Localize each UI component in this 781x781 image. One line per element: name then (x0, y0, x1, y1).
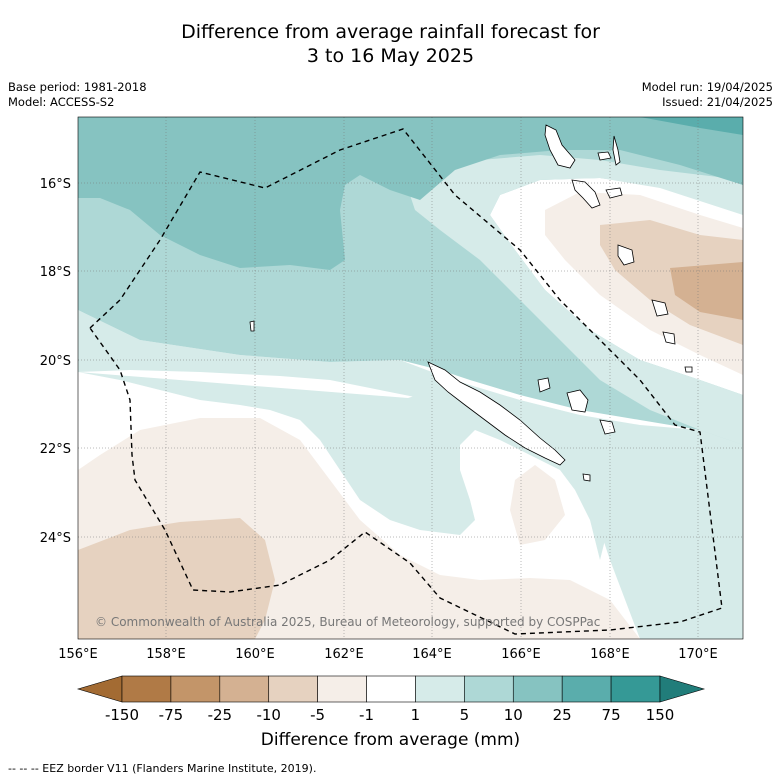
lat-label: 22°S (40, 442, 71, 457)
lat-label: 16°S (40, 177, 71, 192)
efate (617, 244, 635, 266)
colorbar-tick-label: 75 (602, 706, 621, 724)
colorbar-tick-label: 10 (504, 706, 523, 724)
colorbar-extend-low (76, 675, 123, 703)
chesterfield (249, 320, 255, 332)
mare (599, 419, 616, 435)
title-line-1: Difference from average rainfall forecas… (181, 21, 600, 43)
dry-patch-south (510, 465, 565, 545)
colorbar-tick-label: -10 (256, 706, 281, 724)
ouvea (537, 377, 551, 393)
colorbar-segment (268, 675, 318, 703)
islands (249, 124, 693, 482)
dry-east-strong (670, 262, 743, 320)
tanna (662, 331, 676, 345)
wet-stronger-corner (640, 117, 743, 135)
colorbar-segment (317, 675, 367, 703)
erromango (651, 299, 669, 317)
metadata-left: Base period: 1981-2018 Model: ACCESS-S2 (8, 80, 147, 110)
colorbar-ticks: -150 -75 -25 -10 -5 -1 1 5 10 25 75 150 (105, 706, 674, 724)
colorbar-label: Difference from average (mm) (260, 730, 521, 750)
colorbar-tick-label: 150 (646, 706, 675, 724)
lat-label: 20°S (40, 354, 71, 369)
colorbar-segment (219, 675, 270, 703)
colorbar-segment (121, 675, 172, 703)
wet-light-band-2 (78, 372, 615, 560)
eez-footer-note: -- -- -- EEZ border V11 (Flanders Marine… (8, 762, 317, 775)
chart-title: Difference from average rainfall forecas… (0, 20, 781, 68)
lon-label: 164°E (412, 647, 452, 662)
lon-labels: 156°E 158°E 160°E 162°E 164°E 166°E 168°… (58, 647, 718, 662)
lat-label: 24°S (40, 531, 71, 546)
colorbar-tick-label: -5 (310, 706, 325, 724)
lifou (566, 389, 589, 413)
colorbar (76, 675, 706, 703)
eez-border (89, 128, 723, 635)
colorbar-tick-label: -1 (359, 706, 374, 724)
colorbar-segment (415, 675, 465, 703)
model-run: Model run: 19/04/2025 (641, 80, 773, 94)
map-fill-layers (78, 117, 743, 639)
colorbar-segment (366, 675, 416, 703)
colorbar-segment (561, 675, 612, 703)
isle-of-pines (582, 473, 591, 482)
new-caledonia (427, 361, 566, 466)
issued-date: Issued: 21/04/2025 (662, 95, 773, 109)
lat-label: 18°S (40, 265, 71, 280)
colorbar-tick-label: -150 (105, 706, 139, 724)
lon-label: 156°E (58, 647, 98, 662)
lon-label: 158°E (146, 647, 186, 662)
colorbar-tick-label: 25 (553, 706, 572, 724)
colorbar-segment (610, 675, 661, 703)
colorbar-tick-label: -25 (208, 706, 233, 724)
wet-strong-region (78, 117, 743, 270)
colorbar-tick-label: -75 (159, 706, 184, 724)
lon-label: 162°E (324, 647, 364, 662)
ambae (597, 151, 612, 161)
lon-label: 160°E (235, 647, 275, 662)
malekula (571, 179, 601, 209)
lat-labels: 16°S 18°S 20°S 22°S 24°S (40, 177, 71, 546)
metadata-right: Model run: 19/04/2025 Issued: 21/04/2025 (642, 80, 773, 110)
dry-east-medium (600, 220, 743, 345)
lon-label: 170°E (678, 647, 718, 662)
colorbar-extend-high (659, 675, 706, 703)
maewo (612, 135, 621, 166)
colorbar-tick-label: 1 (411, 706, 421, 724)
aneityum (684, 366, 693, 373)
base-period: Base period: 1981-2018 (8, 80, 147, 94)
colorbar-tick-label: 5 (460, 706, 470, 724)
colorbar-segment (512, 675, 563, 703)
espiritu-santo (544, 124, 576, 169)
dry-medium-region (78, 518, 275, 639)
colorbar-segment (170, 675, 221, 703)
map-frame (77, 116, 744, 640)
lon-label: 166°E (501, 647, 541, 662)
model-name: Model: ACCESS-S2 (8, 95, 115, 109)
title-line-2: 3 to 16 May 2025 (306, 45, 475, 67)
gridlines (78, 117, 743, 639)
lon-label: 168°E (590, 647, 630, 662)
colorbar-segment (464, 675, 514, 703)
copyright-text: © Commonwealth of Australia 2025, Bureau… (95, 615, 600, 629)
